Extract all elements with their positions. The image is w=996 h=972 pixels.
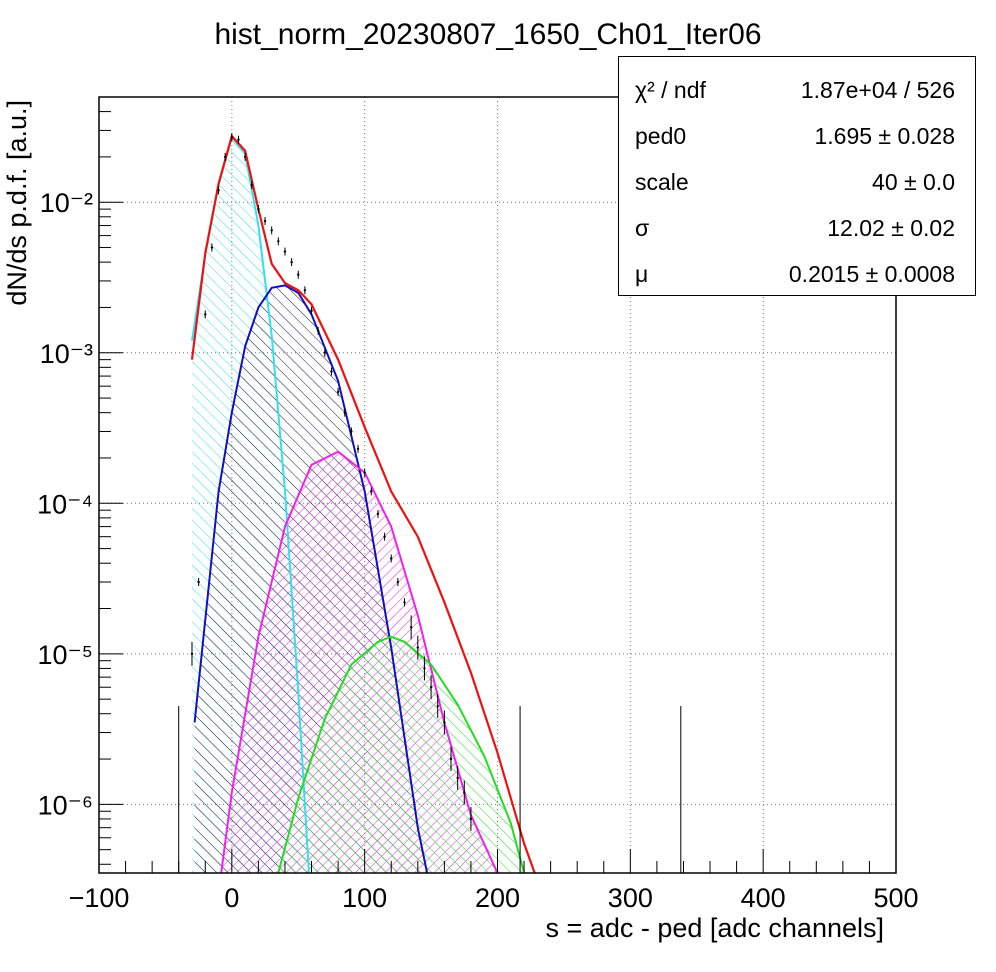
y-axis-label: dN/ds p.d.f. [a.u.] [2, 100, 32, 306]
data-point [396, 578, 400, 587]
data-point [316, 326, 320, 335]
stat-row-chi2: χ² / ndf 1.87e+04 / 526 [619, 69, 975, 115]
component-fills [192, 137, 525, 874]
stat-row-scale: scale 40 ± 0.0 [619, 161, 975, 207]
y-tick-label: 10⁻⁶ [38, 790, 93, 820]
y-tick-label: 10⁻⁵ [38, 640, 93, 670]
data-point [250, 181, 253, 190]
data-point [390, 554, 393, 563]
data-point [463, 780, 466, 805]
data-point [223, 152, 227, 161]
data-point [336, 387, 340, 396]
data-point [237, 135, 240, 144]
data-point [283, 247, 287, 256]
data-point [370, 487, 373, 496]
stat-value: 12.02 ± 0.02 [827, 215, 955, 241]
chart-title: hist_norm_20230807_1650_Ch01_Iter06 [214, 18, 761, 51]
data-point [297, 270, 300, 279]
stat-value: 0.2015 ± 0.0008 [788, 261, 955, 287]
data-point [343, 408, 346, 417]
y-axis-ticks: 10⁻² 10⁻³ 10⁻⁴ 10⁻⁵ 10⁻⁶ [37, 96, 123, 865]
y-tick-label: 10⁻² [40, 188, 93, 218]
x-tick-label: 500 [873, 883, 918, 913]
data-point [323, 348, 327, 357]
x-tick-label: 400 [741, 883, 786, 913]
data-point [230, 133, 234, 142]
component-2-curve [220, 450, 499, 874]
stat-name: χ² / ndf [635, 77, 706, 103]
data-point [436, 694, 439, 719]
data-point [469, 806, 473, 831]
stat-name: μ [635, 261, 649, 287]
data-point [210, 243, 214, 252]
stat-value: 40 ± 0.0 [872, 169, 955, 195]
data-point [217, 186, 220, 195]
stat-row-mu: μ 0.2015 ± 0.0008 [619, 253, 975, 299]
data-point [403, 598, 406, 607]
data-point [383, 532, 386, 541]
x-tick-label: 300 [608, 883, 653, 913]
data-points [178, 133, 682, 873]
data-point [429, 675, 433, 700]
data-point [303, 286, 307, 295]
x-tick-label: −100 [69, 883, 130, 913]
data-point [356, 444, 360, 453]
x-tick-label: 0 [224, 883, 239, 913]
stat-row-ped0: ped0 1.695 ± 0.028 [619, 115, 975, 161]
y-tick-label: 10⁻³ [40, 339, 93, 369]
data-point [197, 578, 200, 587]
stat-value: 1.87e+04 / 526 [800, 77, 955, 103]
data-point [204, 310, 207, 319]
data-point [190, 641, 194, 666]
component-1-curve [193, 284, 429, 874]
stat-name: σ [635, 215, 650, 241]
data-point [456, 765, 459, 790]
component-3-curve [277, 635, 526, 874]
x-axis-label: s = adc - ped [adc channels] [546, 913, 884, 943]
y-tick-label: 10⁻⁴ [37, 489, 93, 519]
stat-name: scale [635, 169, 689, 195]
data-point [290, 258, 293, 267]
data-point [350, 427, 353, 436]
data-point [449, 747, 453, 772]
data-point [423, 656, 426, 681]
data-point [330, 367, 333, 376]
x-axis-ticks: −100 0 100 200 300 400 500 [69, 849, 919, 913]
stats-box: χ² / ndf 1.87e+04 / 526 ped0 1.695 ± 0.0… [618, 56, 976, 296]
data-point [263, 217, 267, 226]
data-point [277, 237, 280, 246]
stat-name: ped0 [635, 123, 687, 149]
data-point [376, 509, 380, 518]
component-3-fill [278, 636, 525, 873]
data-point [363, 468, 366, 477]
data-point [443, 710, 446, 735]
x-tick-label: 100 [342, 883, 387, 913]
data-point [409, 615, 413, 640]
data-point [416, 635, 419, 660]
data-point [243, 152, 247, 161]
stat-row-sigma: σ 12.02 ± 0.02 [619, 207, 975, 253]
x-tick-label: 200 [475, 883, 520, 913]
data-point [310, 306, 313, 315]
data-point [257, 205, 260, 214]
stat-value: 1.695 ± 0.028 [814, 123, 955, 149]
data-point [270, 226, 273, 235]
